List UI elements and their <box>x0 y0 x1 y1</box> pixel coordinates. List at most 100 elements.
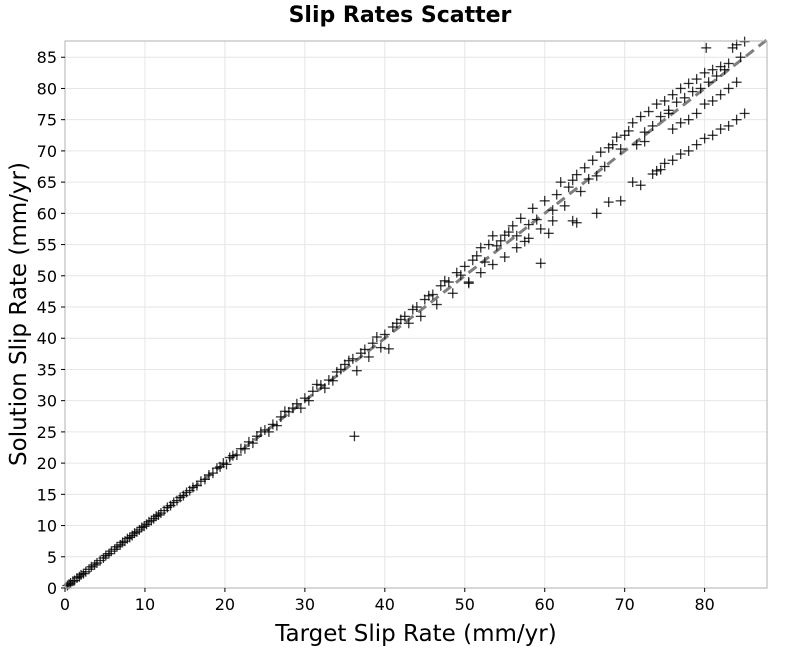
y-tick-label: 20 <box>37 454 57 473</box>
data-point <box>691 108 702 119</box>
data-point <box>351 365 362 376</box>
y-tick-label: 50 <box>37 267 57 286</box>
data-point <box>383 343 394 354</box>
y-tick-label: 5 <box>47 548 57 567</box>
data-point <box>627 117 638 128</box>
data-point <box>715 89 726 100</box>
y-tick-label: 40 <box>37 329 57 348</box>
data-point <box>703 77 714 88</box>
data-point <box>667 155 678 166</box>
data-point <box>579 162 590 173</box>
data-point <box>667 89 678 100</box>
y-tick-label: 30 <box>37 392 57 411</box>
data-point <box>695 83 706 94</box>
data-point <box>347 353 358 364</box>
data-point <box>303 395 314 406</box>
data-point <box>723 83 734 94</box>
x-tick-label: 40 <box>375 595 395 614</box>
data-point <box>267 419 278 430</box>
data-point <box>359 344 370 355</box>
data-point <box>635 111 646 122</box>
x-tick-label: 10 <box>135 595 155 614</box>
data-point <box>523 233 534 244</box>
data-point <box>723 58 734 69</box>
data-point <box>367 338 378 349</box>
data-point <box>571 217 582 228</box>
data-point <box>207 468 218 479</box>
data-point <box>715 124 726 135</box>
data-point <box>187 482 198 493</box>
data-point <box>371 331 382 342</box>
data-point <box>439 275 450 286</box>
data-point <box>295 403 306 414</box>
data-point <box>699 99 710 110</box>
data-point <box>375 342 386 353</box>
data-point <box>399 311 410 322</box>
data-point <box>139 521 150 532</box>
data-point <box>707 130 718 141</box>
data-point <box>559 200 570 211</box>
data-point <box>611 132 622 143</box>
data-point <box>491 240 502 251</box>
data-point <box>551 189 562 200</box>
data-point <box>731 77 742 88</box>
data-point <box>89 559 100 570</box>
data-point <box>583 173 594 184</box>
data-point <box>331 366 342 377</box>
data-point <box>239 443 250 454</box>
data-point <box>563 182 574 193</box>
data-point <box>723 120 734 131</box>
data-point <box>146 515 157 526</box>
data-point <box>431 299 442 310</box>
y-tick-label: 15 <box>37 485 57 504</box>
data-point <box>735 52 746 63</box>
data-point <box>575 186 586 197</box>
data-point <box>595 147 606 158</box>
data-point <box>511 230 522 241</box>
data-point <box>487 230 498 241</box>
data-point <box>615 195 626 206</box>
data-point <box>671 97 682 108</box>
data-point <box>627 177 638 188</box>
data-point <box>78 568 89 579</box>
data-point <box>423 290 434 301</box>
y-tick-label: 80 <box>37 79 57 98</box>
data-point <box>655 164 666 175</box>
x-axis-ticks: 0 10 20 30 40 50 60 70 80 <box>60 588 715 614</box>
data-point <box>403 318 414 329</box>
data-point <box>459 261 470 272</box>
data-point <box>263 426 274 437</box>
data-point <box>511 242 522 253</box>
data-point <box>543 228 554 239</box>
data-point <box>591 208 602 219</box>
data-point <box>675 149 686 160</box>
data-point <box>103 548 114 559</box>
y-tick-label: 55 <box>37 236 57 255</box>
data-point <box>659 95 670 106</box>
data-point <box>199 474 210 485</box>
reference-line <box>64 38 768 590</box>
data-point <box>707 95 718 106</box>
y-tick-label: 60 <box>37 204 57 223</box>
data-point <box>221 459 232 470</box>
x-tick-label: 60 <box>535 595 555 614</box>
data-point <box>655 111 666 122</box>
data-point <box>499 252 510 263</box>
data-point <box>363 351 374 362</box>
data-point <box>679 92 690 103</box>
data-point <box>259 425 270 436</box>
data-point <box>619 130 630 141</box>
data-point <box>535 223 546 234</box>
x-tick-label: 80 <box>694 595 714 614</box>
y-tick-label: 0 <box>47 579 57 598</box>
y-axis-label: Solution Slip Rate (mm/yr) <box>6 162 32 466</box>
data-point <box>731 114 742 125</box>
data-point <box>571 169 582 180</box>
data-point <box>701 42 712 53</box>
data-point <box>415 311 426 322</box>
x-tick-label: 70 <box>615 595 635 614</box>
data-point <box>591 170 602 181</box>
data-point <box>699 133 710 144</box>
data-point <box>319 383 330 394</box>
